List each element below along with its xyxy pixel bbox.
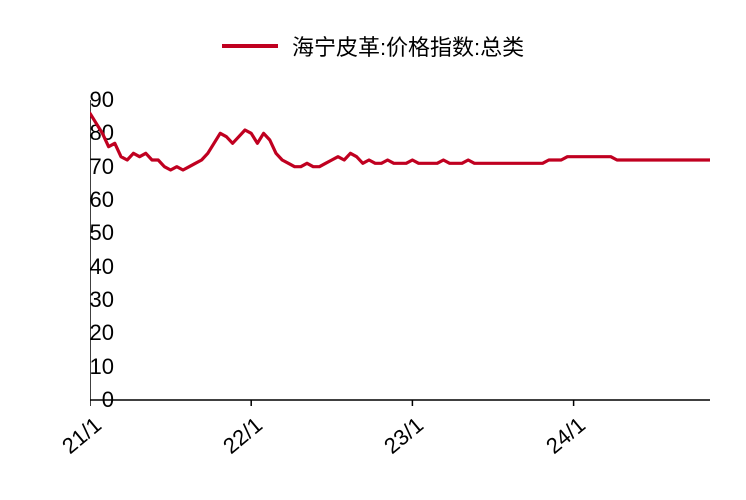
legend-swatch (222, 44, 278, 48)
series-group (90, 113, 710, 170)
plot-svg (90, 100, 710, 420)
x-tick-label: 22/1 (205, 412, 268, 470)
legend-label: 海宁皮革:价格指数:总类 (292, 35, 524, 60)
plot-area (90, 100, 710, 400)
x-tick-label: 24/1 (528, 412, 591, 470)
chart-container: 海宁皮革:价格指数:总类 0102030405060708090 21/122/… (0, 0, 746, 500)
series-line (90, 113, 710, 170)
axes (90, 100, 710, 406)
legend: 海宁皮革:价格指数:总类 (0, 30, 746, 62)
x-tick-label: 23/1 (366, 412, 429, 470)
x-tick-label: 21/1 (44, 412, 107, 470)
